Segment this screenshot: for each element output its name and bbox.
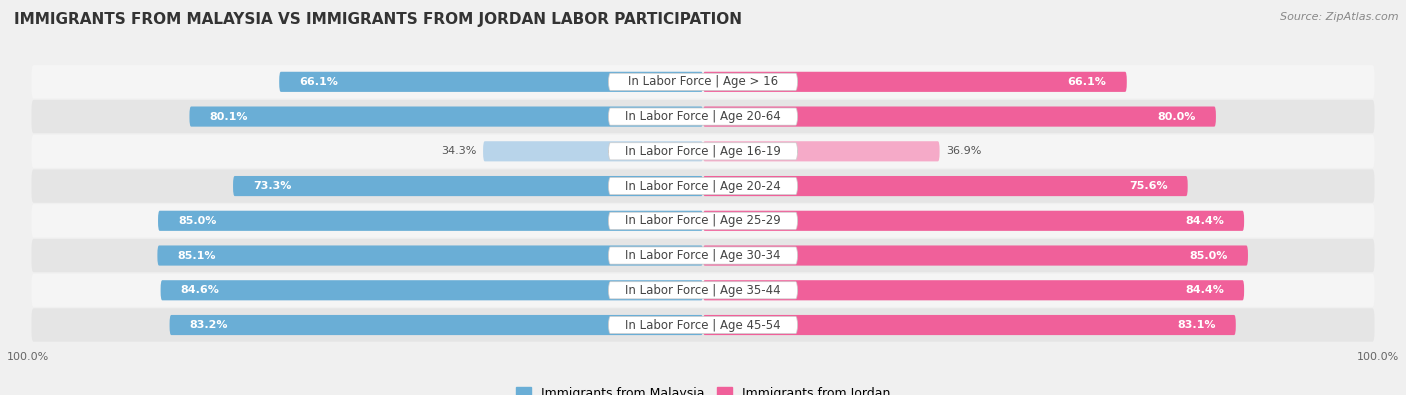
- Text: 36.9%: 36.9%: [946, 146, 981, 156]
- FancyBboxPatch shape: [703, 72, 1126, 92]
- FancyBboxPatch shape: [160, 280, 703, 300]
- FancyBboxPatch shape: [609, 177, 797, 195]
- Text: 80.1%: 80.1%: [209, 111, 249, 122]
- FancyBboxPatch shape: [31, 100, 1375, 133]
- FancyBboxPatch shape: [31, 65, 1375, 98]
- FancyBboxPatch shape: [233, 176, 703, 196]
- Text: 73.3%: 73.3%: [253, 181, 291, 191]
- Text: In Labor Force | Age 20-24: In Labor Force | Age 20-24: [626, 180, 780, 192]
- Text: In Labor Force | Age 45-54: In Labor Force | Age 45-54: [626, 318, 780, 331]
- FancyBboxPatch shape: [31, 308, 1375, 342]
- Text: 66.1%: 66.1%: [299, 77, 339, 87]
- FancyBboxPatch shape: [609, 282, 797, 299]
- FancyBboxPatch shape: [703, 176, 1188, 196]
- FancyBboxPatch shape: [31, 239, 1375, 272]
- FancyBboxPatch shape: [609, 108, 797, 125]
- Text: 75.6%: 75.6%: [1129, 181, 1167, 191]
- Text: 84.6%: 84.6%: [181, 285, 219, 295]
- Text: IMMIGRANTS FROM MALAYSIA VS IMMIGRANTS FROM JORDAN LABOR PARTICIPATION: IMMIGRANTS FROM MALAYSIA VS IMMIGRANTS F…: [14, 12, 742, 27]
- FancyBboxPatch shape: [703, 315, 1236, 335]
- Text: 34.3%: 34.3%: [441, 146, 477, 156]
- Text: 80.0%: 80.0%: [1157, 111, 1195, 122]
- Legend: Immigrants from Malaysia, Immigrants from Jordan: Immigrants from Malaysia, Immigrants fro…: [510, 382, 896, 395]
- FancyBboxPatch shape: [31, 204, 1375, 237]
- FancyBboxPatch shape: [31, 274, 1375, 307]
- FancyBboxPatch shape: [280, 72, 703, 92]
- FancyBboxPatch shape: [703, 107, 1216, 127]
- FancyBboxPatch shape: [609, 212, 797, 229]
- Text: 83.1%: 83.1%: [1177, 320, 1216, 330]
- FancyBboxPatch shape: [31, 135, 1375, 168]
- Text: 85.0%: 85.0%: [1189, 250, 1227, 261]
- FancyBboxPatch shape: [157, 211, 703, 231]
- Text: In Labor Force | Age 35-44: In Labor Force | Age 35-44: [626, 284, 780, 297]
- Text: 66.1%: 66.1%: [1067, 77, 1107, 87]
- Text: In Labor Force | Age 16-19: In Labor Force | Age 16-19: [626, 145, 780, 158]
- Text: In Labor Force | Age 20-64: In Labor Force | Age 20-64: [626, 110, 780, 123]
- FancyBboxPatch shape: [609, 247, 797, 264]
- Text: 85.1%: 85.1%: [177, 250, 217, 261]
- FancyBboxPatch shape: [609, 73, 797, 90]
- FancyBboxPatch shape: [703, 245, 1249, 265]
- Text: 85.0%: 85.0%: [179, 216, 217, 226]
- Text: In Labor Force | Age 30-34: In Labor Force | Age 30-34: [626, 249, 780, 262]
- FancyBboxPatch shape: [31, 169, 1375, 203]
- FancyBboxPatch shape: [703, 211, 1244, 231]
- FancyBboxPatch shape: [703, 141, 939, 162]
- FancyBboxPatch shape: [170, 315, 703, 335]
- Text: Source: ZipAtlas.com: Source: ZipAtlas.com: [1281, 12, 1399, 22]
- Text: In Labor Force | Age 25-29: In Labor Force | Age 25-29: [626, 214, 780, 227]
- FancyBboxPatch shape: [703, 280, 1244, 300]
- FancyBboxPatch shape: [157, 245, 703, 265]
- Text: 83.2%: 83.2%: [190, 320, 228, 330]
- FancyBboxPatch shape: [190, 107, 703, 127]
- FancyBboxPatch shape: [484, 141, 703, 162]
- Text: 84.4%: 84.4%: [1185, 285, 1223, 295]
- FancyBboxPatch shape: [609, 316, 797, 334]
- FancyBboxPatch shape: [609, 143, 797, 160]
- Text: In Labor Force | Age > 16: In Labor Force | Age > 16: [628, 75, 778, 88]
- Text: 84.4%: 84.4%: [1185, 216, 1223, 226]
